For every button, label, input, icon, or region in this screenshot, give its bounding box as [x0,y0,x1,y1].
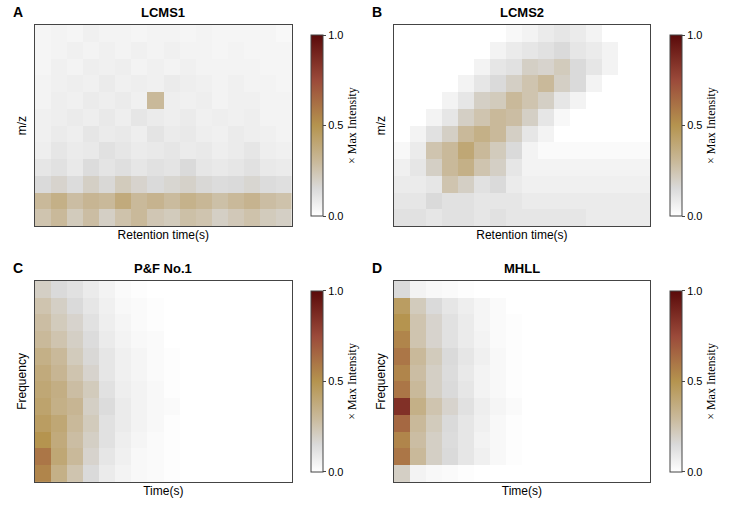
svg-text:Retention time(s): Retention time(s) [118,228,209,242]
svg-text:1.0: 1.0 [328,285,343,297]
svg-text:0.0: 0.0 [328,466,343,478]
svg-text:1.0: 1.0 [328,29,343,41]
svg-text:0.0: 0.0 [687,210,702,222]
svg-text:× Max Intensity: × Max Intensity [704,87,718,164]
svg-text:0.0: 0.0 [687,466,702,478]
svg-text:Time(s): Time(s) [143,484,183,498]
svg-text:Frequency: Frequency [374,353,388,410]
svg-text:B: B [372,4,382,20]
svg-text:Retention time(s): Retention time(s) [476,228,567,242]
svg-text:Time(s): Time(s) [502,484,542,498]
svg-text:1.0: 1.0 [687,285,702,297]
svg-text:m/z: m/z [15,116,29,135]
svg-text:C: C [13,260,23,276]
svg-text:0.5: 0.5 [328,119,343,131]
svg-text:× Max Intensity: × Max Intensity [345,87,359,164]
svg-text:1.0: 1.0 [687,29,702,41]
svg-text:m/z: m/z [374,116,388,135]
svg-text:× Max Intensity: × Max Intensity [345,343,359,420]
svg-text:A: A [13,4,23,20]
svg-text:LCMS1: LCMS1 [141,5,185,20]
svg-text:× Max Intensity: × Max Intensity [704,343,718,420]
svg-text:Frequency: Frequency [15,353,29,410]
svg-text:0.5: 0.5 [328,375,343,387]
svg-text:MHLL: MHLL [504,261,540,276]
svg-text:0.5: 0.5 [687,375,702,387]
svg-text:LCMS2: LCMS2 [500,5,544,20]
svg-text:0.0: 0.0 [328,210,343,222]
svg-text:D: D [372,260,382,276]
svg-text:0.5: 0.5 [687,119,702,131]
svg-text:P&F No.1: P&F No.1 [134,261,192,276]
